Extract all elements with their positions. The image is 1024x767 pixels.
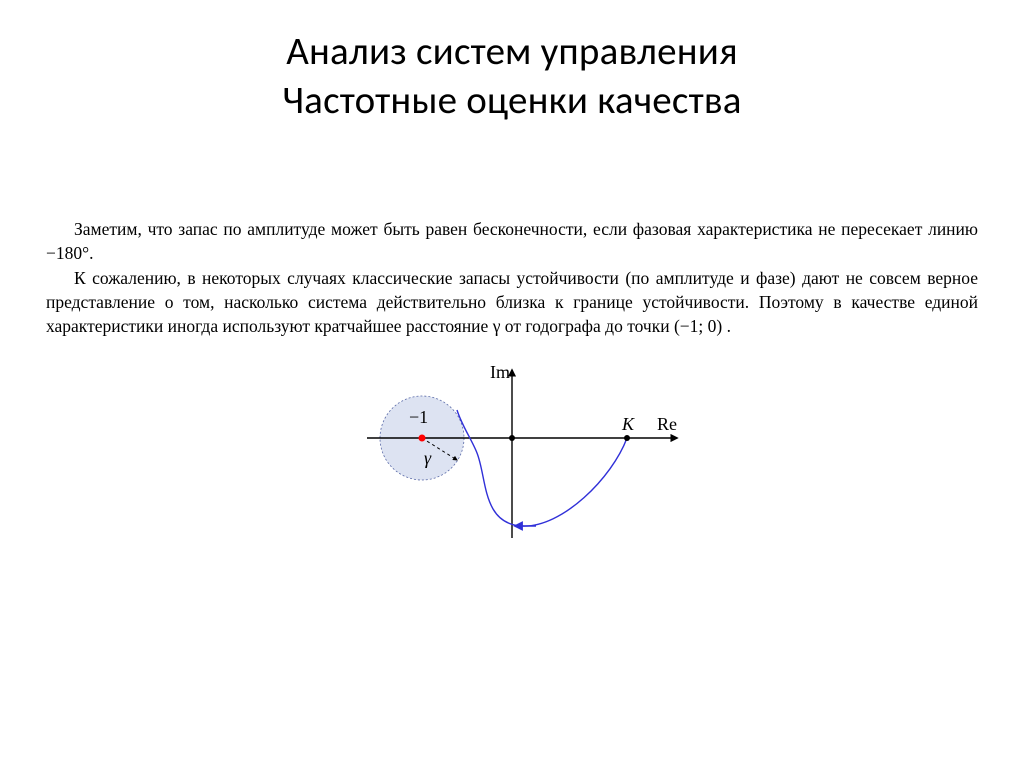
origin-dot [509, 435, 515, 441]
title-line-2: Частотные оценки качества [282, 77, 741, 124]
k-label: K [621, 414, 635, 434]
nyquist-curve [457, 410, 627, 526]
k-point-dot [624, 435, 630, 441]
title-line-1: Анализ систем управления [286, 28, 738, 75]
im-axis-label: Im [490, 362, 510, 382]
paragraph-2: К сожалению, в некоторых случаях классич… [46, 267, 978, 338]
diagram-container: Im Re −1 K γ [0, 358, 1024, 563]
critical-point-dot [419, 435, 426, 442]
slide: Анализ систем управления Частотные оценк… [0, 0, 1024, 767]
minus-one-label: −1 [409, 407, 428, 427]
gamma-label: γ [424, 448, 432, 468]
paragraph-1: Заметим, что запас по амплитуде может бы… [46, 218, 978, 265]
body-text: Заметим, что запас по амплитуде может бы… [46, 218, 978, 340]
nyquist-diagram: Im Re −1 K γ [312, 358, 712, 558]
re-axis-label: Re [657, 414, 677, 434]
slide-title: Анализ систем управления Частотные оценк… [0, 0, 1024, 126]
